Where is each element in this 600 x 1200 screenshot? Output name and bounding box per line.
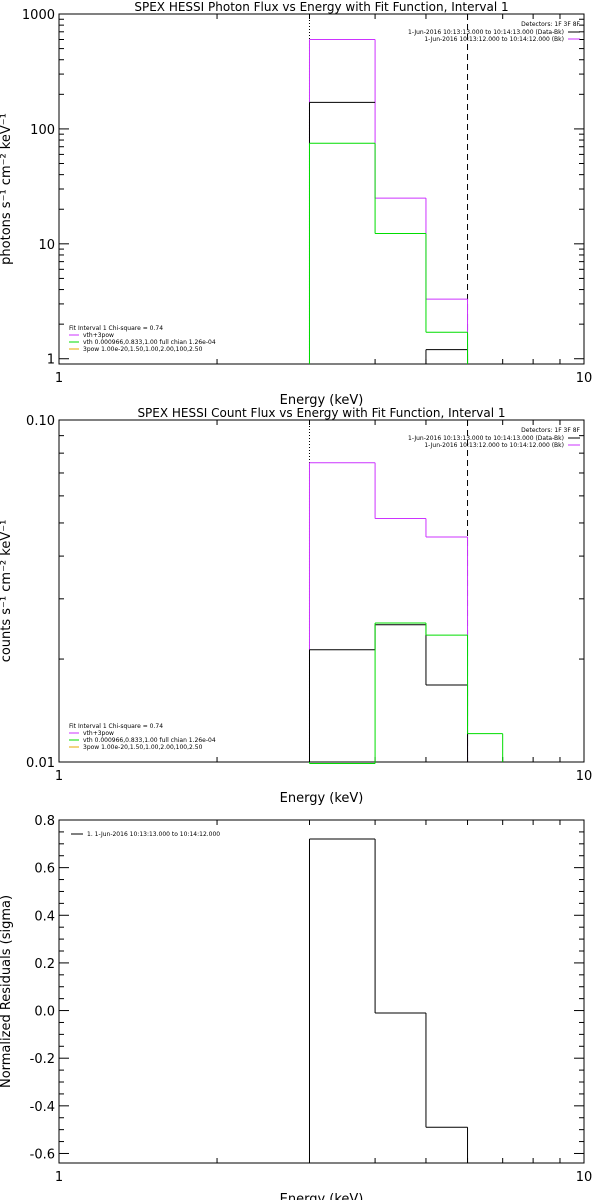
panel1-xtick-label: 10 [576,371,593,386]
panel2-legend-entry: 1-Jun-2016 10:13:12.000 to 10:14:12.000 … [424,442,564,449]
panel3-ytick-label: -0.6 [30,1147,55,1162]
panel1-xtick-label: 1 [55,371,63,386]
panel2-legend-entry: 1-Jun-2016 10:13:13.000 to 10:14:13.000 … [408,435,564,442]
panel1-title: SPEX HESSI Photon Flux vs Energy with Fi… [134,0,508,14]
panel2-legend-header: Detectors: 1F 3F 8F [521,427,580,434]
panel3-ylabel: Normalized Residuals (sigma) [0,895,14,1088]
panel3-legend-entry: 1. 1-Jun-2016 10:13:13.000 to 10:14:12.0… [87,831,220,838]
panel1-ytick-label: 100 [30,123,55,138]
panel2-ylabel: counts s⁻¹ cm⁻² keV⁻¹ [0,520,14,663]
panel1-frame [58,13,585,365]
panel1-fit-entry: 3pow 1.00e-20,1.50,1.00,2.00,100,2.50 [83,346,203,353]
panel3-ytick-label: 0.4 [34,909,55,924]
panel2-xtick-label: 1 [55,769,63,784]
panel1-legend-entry: 1-Jun-2016 10:13:13.000 to 10:14:13.000 … [408,29,564,36]
panel2-fit-entry: vth+3pow [83,730,114,737]
panel2-ytick-label: 0.10 [26,414,55,429]
panel3-xtick-label: 10 [576,1170,593,1185]
panel1-fit-entry: vth 0.000966,0.833,1.00 full chian 1.26e… [83,339,216,346]
panel2-fit-entry: 3pow 1.00e-20,1.50,1.00,2.00,100,2.50 [83,744,203,751]
panel2-fit-entry: vth 0.000966,0.833,1.00 full chian 1.26e… [83,737,216,744]
panel3-xtick-label: 1 [55,1170,63,1185]
panel3-frame [58,819,585,1164]
panel2-title: SPEX HESSI Count Flux vs Energy with Fit… [137,406,505,420]
panel3-xlabel: Energy (keV) [280,1192,364,1200]
panel1-fit-header: Fit Interval 1 Chi-square = 0.74 [69,325,163,332]
panel3-ytick-label: -0.4 [30,1100,55,1115]
panel1-ytick-label: 1 [47,353,55,368]
panel3-ytick-label: 0.0 [34,1005,55,1020]
panel2-xtick-label: 10 [576,769,593,784]
panel2-ytick-label: 0.01 [26,756,55,771]
panel1-ylabel: photons s⁻¹ cm⁻² keV⁻¹ [0,113,14,265]
panel3-ytick-label: 0.8 [34,814,55,829]
panel1-fit-entry: vth+3pow [83,332,114,339]
panel2-xlabel: Energy (keV) [280,791,364,806]
panel1-legend-header: Detectors: 1F 3F 8F [521,21,580,28]
panel1-legend-entry: 1-Jun-2016 10:13:12.000 to 10:14:12.000 … [424,36,564,43]
panel1-ytick-label: 1000 [22,8,55,23]
panel3-ytick-label: -0.2 [30,1052,55,1067]
panel1-xlabel: Energy (keV) [280,393,364,408]
panel1-ytick-label: 10 [38,238,55,253]
panel2-fit-header: Fit Interval 1 Chi-square = 0.74 [69,723,163,730]
panel2-frame [58,419,585,763]
panel3-ytick-label: 0.6 [34,862,55,877]
panel3-ytick-label: 0.2 [34,957,55,972]
